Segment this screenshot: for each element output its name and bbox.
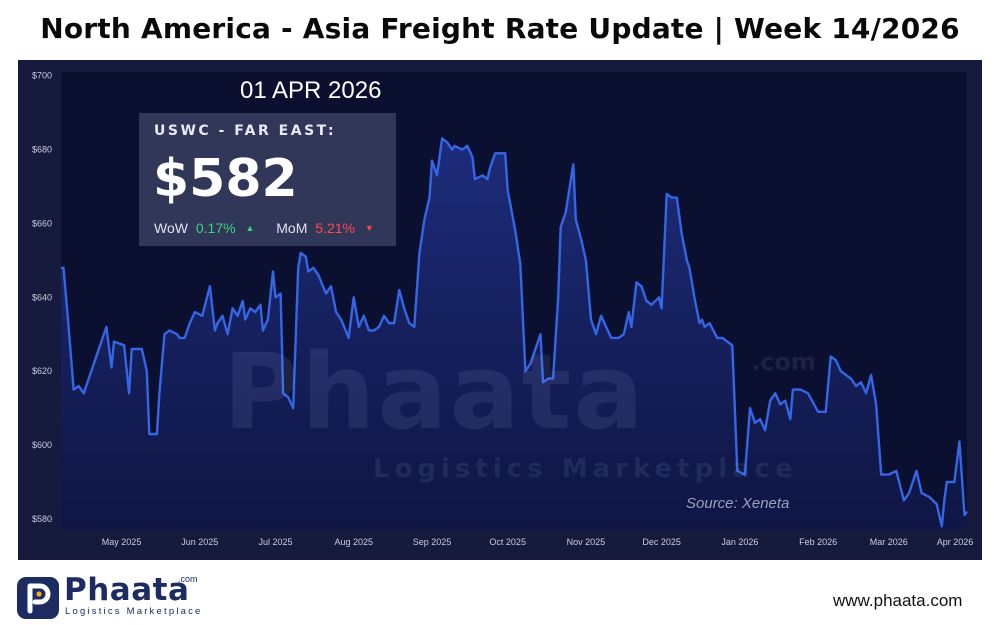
y-tick-label: $680 [32,145,52,155]
logo-text: Phaata [64,572,190,608]
x-tick-label: Feb 2026 [799,537,837,547]
website-link[interactable]: www.phaata.com [833,591,963,610]
price-value: $582 [153,149,298,209]
mom-label: MoM [276,220,308,236]
x-tick-label: Aug 2025 [334,537,373,547]
wow-value: 0.17% [195,220,236,236]
x-tick-label: Jan 2026 [721,537,758,547]
y-tick-label: $640 [32,292,52,302]
triangle-down-icon: ▼ [364,223,374,233]
route-label: USWC - FAR EAST: [154,123,337,139]
series-area [61,138,967,530]
x-tick-label: Dec 2025 [642,537,681,547]
y-tick-label: $700 [32,71,52,81]
x-tick-label: Mar 2026 [870,537,908,547]
x-tick-label: May 2025 [102,537,142,547]
source-note: Source: Xeneta [686,495,790,512]
y-tick-label: $600 [32,440,52,450]
y-tick-label: $620 [32,366,52,376]
x-tick-label: Jun 2025 [181,537,218,547]
series-line [61,137,968,528]
y-tick-label: $660 [32,218,52,228]
phaata-logo-icon [17,577,59,619]
date-label: 01 APR 2026 [240,77,382,104]
x-tick-label: Oct 2025 [489,537,526,547]
x-tick-label: Jul 2025 [258,537,292,547]
rate-info-box: USWC - FAR EAST: $582 WoW 0.17% ▲ MoM 5.… [139,113,396,246]
mom-value: 5.21% [315,220,355,236]
y-axis: $580 $600 $620 $640 $660 $680 $700 [32,71,52,524]
x-axis: May 2025 Jun 2025 Jul 2025 Aug 2025 Sep 2025… [102,537,973,547]
x-tick-label: Nov 2025 [567,537,606,547]
page-title: North America - Asia Freight Rate Update… [40,12,960,45]
wow-label: WoW [154,220,188,236]
x-tick-label: Apr 2026 [937,537,974,547]
x-tick-label: Sep 2025 [413,537,452,547]
logo-tagline: Logistics Marketplace [65,606,203,617]
y-tick-label: $580 [32,514,52,524]
change-stats: WoW 0.17% ▲ MoM 5.21% ▼ [154,220,374,236]
triangle-up-icon: ▲ [245,223,255,233]
logo-com: .com [178,574,198,584]
